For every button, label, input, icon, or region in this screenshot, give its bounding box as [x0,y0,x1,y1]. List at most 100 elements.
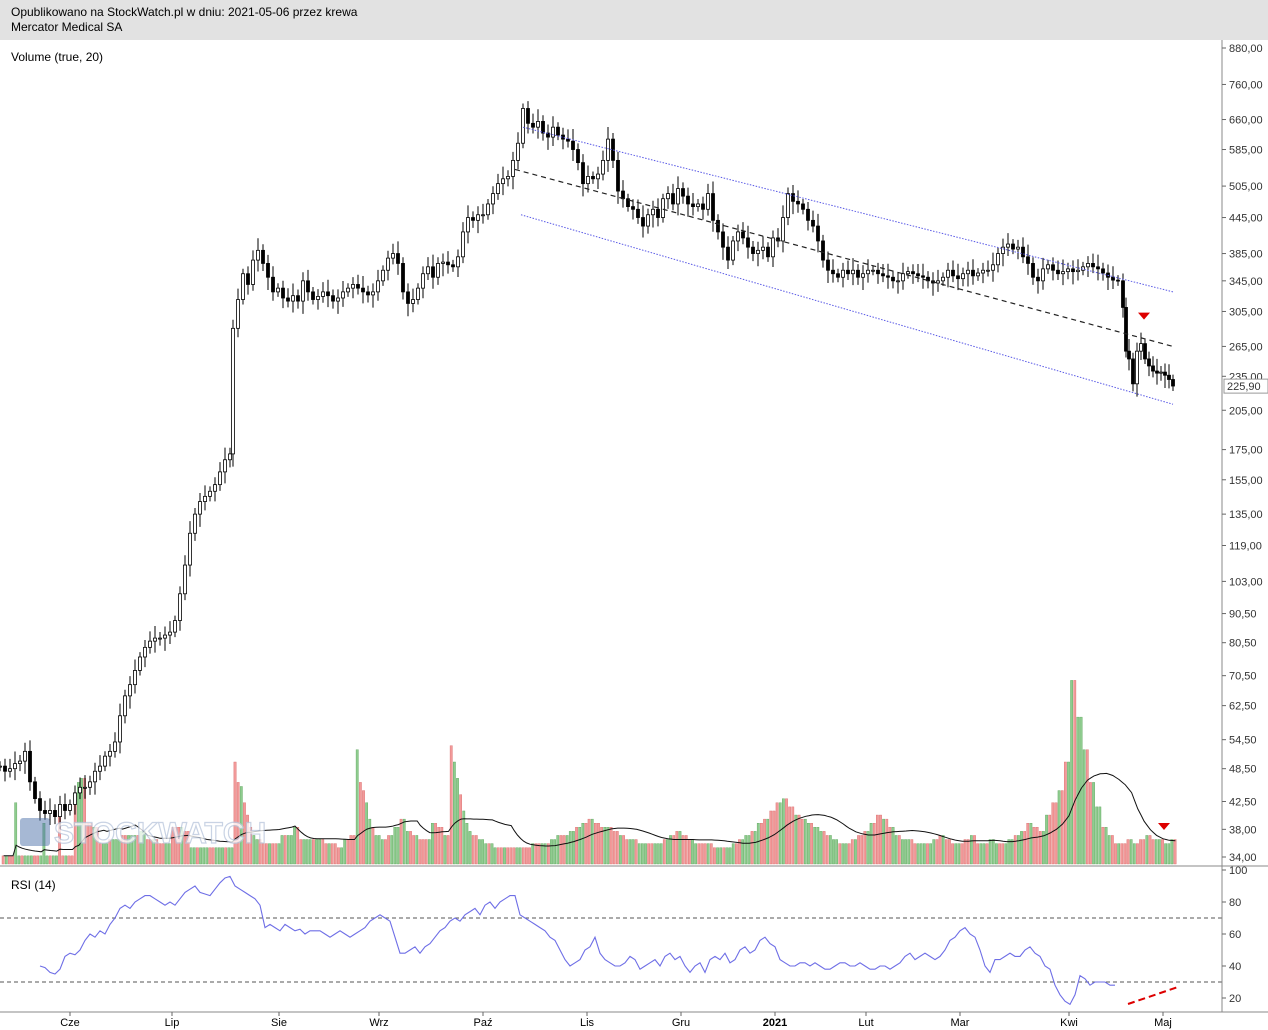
volume-bar [738,839,741,865]
price-tick-label: 155,00 [1229,475,1263,487]
channel-upper [522,126,1174,293]
time-label: 2021 [763,1017,787,1029]
candle-body [766,246,770,258]
candle-body [626,198,630,208]
volume-bar [528,847,531,865]
candle-body [486,203,490,216]
candle-body [726,246,730,261]
volume-bar [8,855,11,865]
volume-bar [427,839,431,865]
candle-body [1066,268,1070,273]
volume-bar [1073,680,1077,865]
candle-body [901,273,905,282]
volume-bar [76,782,80,865]
volume-bar [362,790,365,865]
candle-body [896,280,900,283]
candle-body [501,178,505,185]
volume-bar [700,843,704,865]
candle-body [203,495,207,502]
volume-bar [302,839,306,865]
candle-body [1139,343,1143,352]
rsi-panel [0,875,1222,1006]
candle-body [98,765,102,772]
volume-bar [556,835,560,865]
volume-bar [816,827,820,865]
volume-bar [553,839,557,865]
volume-bar [835,839,839,865]
volume-bar [1167,843,1171,865]
volume-bar [102,843,105,865]
volume-bar [236,782,240,865]
volume-bar [706,843,710,865]
candle-body [816,225,820,242]
candle-body [981,269,985,274]
candle-body [586,176,590,185]
price-tick-label: 445,00 [1229,213,1263,225]
volume-bar [1095,806,1099,865]
volume-bar [239,786,243,865]
price-tick-label: 135,00 [1229,509,1263,521]
candle-body [521,108,525,144]
volume-bar [531,843,535,865]
volume-bar [468,831,472,865]
volume-bar [283,835,287,865]
volume-bar [669,835,672,865]
channel-mid [514,168,1174,348]
volume-bar [716,847,719,865]
candle-body [0,765,2,768]
candle-body [271,276,275,293]
volume-bar [217,847,221,865]
time-label: Lis [580,1017,595,1029]
candle-body [118,715,122,743]
volume-bar [30,855,33,865]
candle-body [421,273,425,289]
candle-body [951,269,955,277]
volume-bar [355,749,359,865]
volume-bar [932,839,936,865]
candle-body [856,269,860,278]
volume-bar [493,847,497,865]
candle-body [8,768,12,772]
volume-bar [462,810,466,865]
volume-bar [1120,843,1124,865]
volume-bar [1013,835,1017,865]
volume-bar [117,839,121,865]
candle-body [771,237,775,258]
volume-bar [578,827,582,865]
volume-bar [603,827,607,865]
volume-bar [387,835,390,865]
volume-bar [1070,680,1074,865]
candle-body [281,287,285,299]
price-tick-label: 80,50 [1229,638,1257,650]
volume-bar [1032,827,1036,865]
volume-bar [1126,839,1130,865]
candle-body [83,786,87,789]
volume-bar [547,843,550,865]
volume-bar [1132,843,1136,865]
volume-bar [114,839,118,865]
volume-bar [123,835,127,865]
volume-bar [258,839,262,865]
volume-bar [1076,716,1080,865]
candle-body [148,640,152,648]
volume-bar [167,843,171,865]
candle-body [18,760,22,765]
price-tick-label: 34,00 [1229,852,1257,864]
candle-body [291,295,295,302]
candle-body [381,269,385,282]
candle-body [356,284,360,289]
price-tick-label: 62,50 [1229,701,1257,713]
volume-bar [1170,839,1174,865]
volume-bar [678,831,682,865]
volume-bar [653,843,657,865]
volume-bar [459,794,463,865]
candle-body [616,159,620,192]
volume-bar [876,814,879,865]
volume-bar [543,843,547,865]
candle-body [906,271,910,275]
candle-body [741,231,745,239]
candle-body [1076,269,1080,273]
time-label: Maj [1154,1017,1172,1029]
volume-bar [343,839,347,865]
